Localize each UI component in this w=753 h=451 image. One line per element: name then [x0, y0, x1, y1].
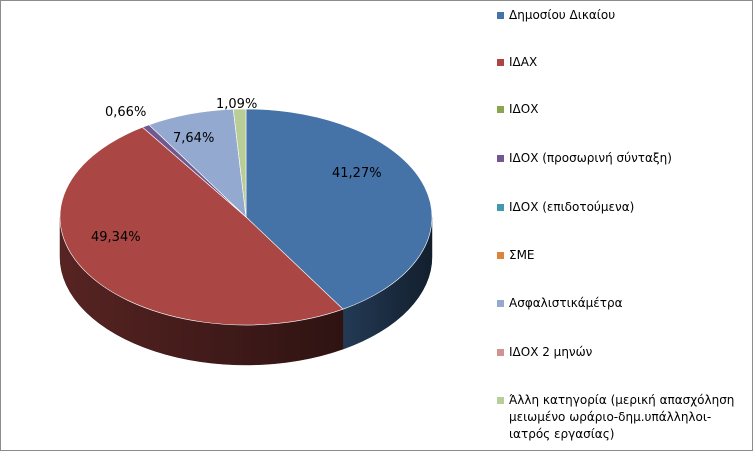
- pie-data-label: 41,27%: [332, 166, 382, 181]
- legend: Δημοσίου Δικαίου ΙΔΑΧ ΙΔΟΧ ΙΔΟΧ (προσωρι…: [493, 1, 751, 450]
- legend-label: ΣΜΕ: [509, 248, 535, 262]
- legend-label: ΙΔΟΧ (επιδοτούμενα): [509, 200, 635, 214]
- legend-swatch: [497, 252, 504, 259]
- pie-slice: [232, 108, 247, 218]
- legend-swatch: [497, 397, 504, 404]
- legend-swatch: [497, 349, 504, 356]
- legend-swatch: [497, 155, 504, 162]
- pie-data-label: 1,09%: [216, 97, 258, 112]
- legend-swatch: [497, 59, 504, 66]
- pie-data-label: 7,64%: [173, 131, 215, 146]
- pie-data-label: 49,34%: [91, 230, 141, 245]
- legend-label: ΙΔΟΧ (προσωρινή σύνταξη): [509, 151, 672, 165]
- legend-swatch: [497, 204, 504, 211]
- pie-chart: [59, 108, 433, 366]
- legend-label: ΙΔΟΧ 2 μηνών: [509, 345, 593, 359]
- legend-label: ΙΔΟΧ: [509, 102, 539, 116]
- pie-slice: [245, 108, 433, 310]
- legend-label: Ασφαλιστικάμέτρα: [509, 296, 623, 310]
- legend-label: Άλλη κατηγορία (μερική απασχόληση μειωμέ…: [509, 393, 735, 441]
- legend-swatch: [497, 300, 504, 307]
- legend-swatch: [497, 12, 504, 19]
- legend-swatch: [497, 106, 504, 113]
- legend-label: Δημοσίου Δικαίου: [509, 8, 616, 22]
- pie-slice-side-shade: [59, 217, 343, 365]
- pie-data-label: 0,66%: [105, 105, 147, 120]
- pie-slice: [59, 126, 344, 326]
- pie-slice-side-shade: [342, 217, 432, 350]
- legend-label: ΙΔΑΧ: [509, 55, 538, 69]
